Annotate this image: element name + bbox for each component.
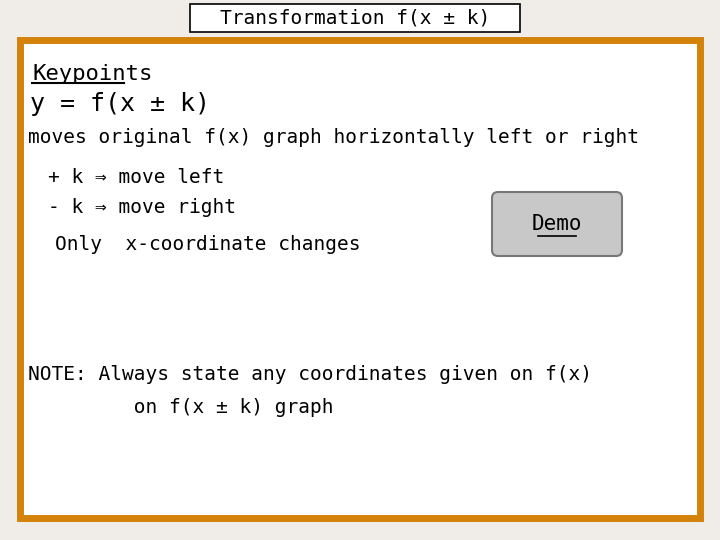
Text: on f(x ± k) graph: on f(x ± k) graph	[28, 398, 333, 417]
Text: moves original f(x) graph horizontally left or right: moves original f(x) graph horizontally l…	[28, 128, 639, 147]
Text: + k ⇒ move left: + k ⇒ move left	[48, 168, 224, 187]
FancyBboxPatch shape	[492, 192, 622, 256]
Text: Only  x-coordinate changes: Only x-coordinate changes	[55, 235, 361, 254]
Text: NOTE: Always state any coordinates given on f(x): NOTE: Always state any coordinates given…	[28, 365, 592, 384]
Text: Keypoints: Keypoints	[32, 64, 153, 84]
Text: - k ⇒ move right: - k ⇒ move right	[48, 198, 236, 217]
FancyBboxPatch shape	[190, 4, 520, 32]
FancyBboxPatch shape	[20, 40, 700, 518]
Text: Transformation f(x ± k): Transformation f(x ± k)	[220, 9, 490, 28]
Text: Demo: Demo	[532, 214, 582, 234]
Text: y = f(x ± k): y = f(x ± k)	[30, 92, 210, 116]
